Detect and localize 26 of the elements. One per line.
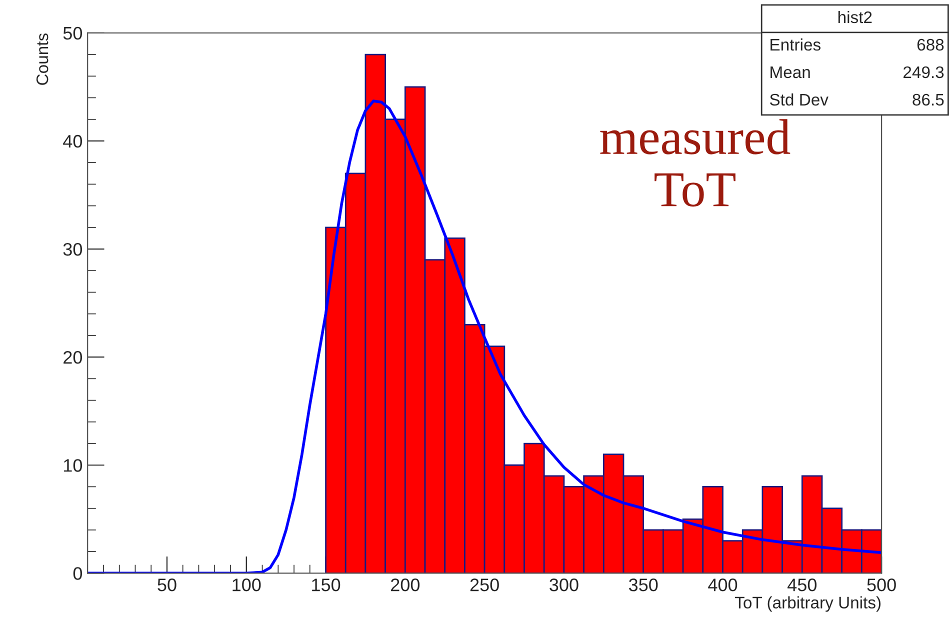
x-tick-label: 450 [788,578,817,592]
text: hist2 [838,10,872,24]
y-tick-label: 30 [63,242,82,256]
y-tick-label: 10 [64,459,82,472]
y-tick-label: 40 [63,134,82,148]
x-tick-label: 200 [391,578,420,592]
x-tick-label: 400 [708,578,738,592]
x-tick-label: 500 [867,578,896,592]
annotation: measured ToT [600,119,790,207]
x-axis-title: ToT (arbitrary Units) [734,596,881,612]
text: 86.5 [912,94,944,106]
x-tick-label: 100 [232,578,261,592]
x-tick-label: 350 [628,578,658,592]
y-tick-label: 20 [64,351,82,364]
x-tick-label: 150 [312,578,340,592]
annotation: Std Dev [770,93,828,106]
x-tick-label: 250 [470,578,499,592]
annotation: Mean [770,66,810,78]
y-tick-label: 0 [73,567,82,580]
text: 688 [917,38,944,51]
y-tick-label: 50 [63,26,82,40]
annotation: Entries [770,38,820,51]
y-axis-title: Counts [36,34,48,85]
x-tick-label: 300 [550,578,578,592]
text: 249.3 [904,66,944,78]
x-tick-label: 50 [158,578,176,592]
